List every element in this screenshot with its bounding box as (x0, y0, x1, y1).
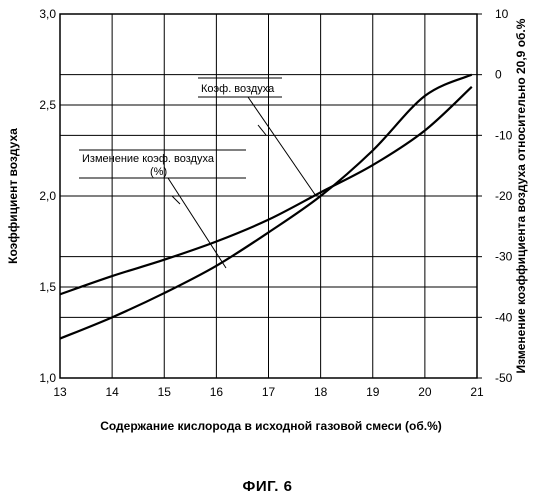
right-tick-label: -50 (495, 371, 513, 385)
series-line-air-coefficient-change (60, 75, 472, 339)
x-tick-label: 20 (418, 385, 432, 399)
annotation-air-coefficient-text: Коэф. воздуха (201, 83, 275, 95)
x-tick-label: 19 (366, 385, 380, 399)
right-tick-label: -20 (495, 189, 513, 203)
left-axis-label: Коэффициент воздуха (6, 128, 20, 264)
left-tick-label: 1,0 (39, 371, 56, 385)
right-tick-label: -40 (495, 310, 513, 324)
right-tick-label: -30 (495, 250, 513, 264)
x-tick-label: 18 (314, 385, 328, 399)
series (60, 75, 472, 339)
right-tick-label: -10 (495, 128, 513, 142)
right-tick-label: 10 (495, 7, 509, 21)
annotation-change-leader-mark (172, 196, 180, 204)
grid (60, 14, 477, 378)
x-tick-label: 16 (210, 385, 224, 399)
annotation-change-text-line-1: Изменение коэф. воздуха (82, 153, 215, 165)
x-tick-label: 15 (158, 385, 172, 399)
x-tick-label: 21 (470, 385, 484, 399)
x-tick-label: 14 (105, 385, 119, 399)
x-axis-label: Содержание кислорода в исходной газовой … (100, 419, 442, 433)
left-tick-label: 2,5 (39, 98, 56, 112)
series-line-air-coefficient (60, 87, 472, 294)
right-axis-ticks: 10 0 -10 -20 -30 -40 -50 (477, 7, 513, 385)
left-tick-label: 3,0 (39, 7, 56, 21)
annotation-air-coefficient-change: Изменение коэф. воздуха (%) (79, 150, 246, 268)
x-tick-label: 17 (262, 385, 276, 399)
right-axis-label: Изменение коэффициента воздуха относител… (514, 18, 528, 373)
x-axis-ticks: 13 14 15 16 17 18 19 20 21 (53, 385, 484, 399)
annotation-air-coefficient-leader-mark (258, 125, 266, 135)
left-tick-label: 2,0 (39, 189, 56, 203)
right-tick-label: 0 (495, 68, 502, 82)
x-tick-label: 13 (53, 385, 67, 399)
figure-caption: ФИГ. 6 (0, 478, 535, 495)
left-axis-ticks: 1,0 1,5 2,0 2,5 3,0 (39, 7, 56, 385)
annotation-change-text-line-2: (%) (150, 166, 167, 178)
annotation-air-coefficient-leader (248, 97, 316, 196)
left-tick-label: 1,5 (39, 280, 56, 294)
